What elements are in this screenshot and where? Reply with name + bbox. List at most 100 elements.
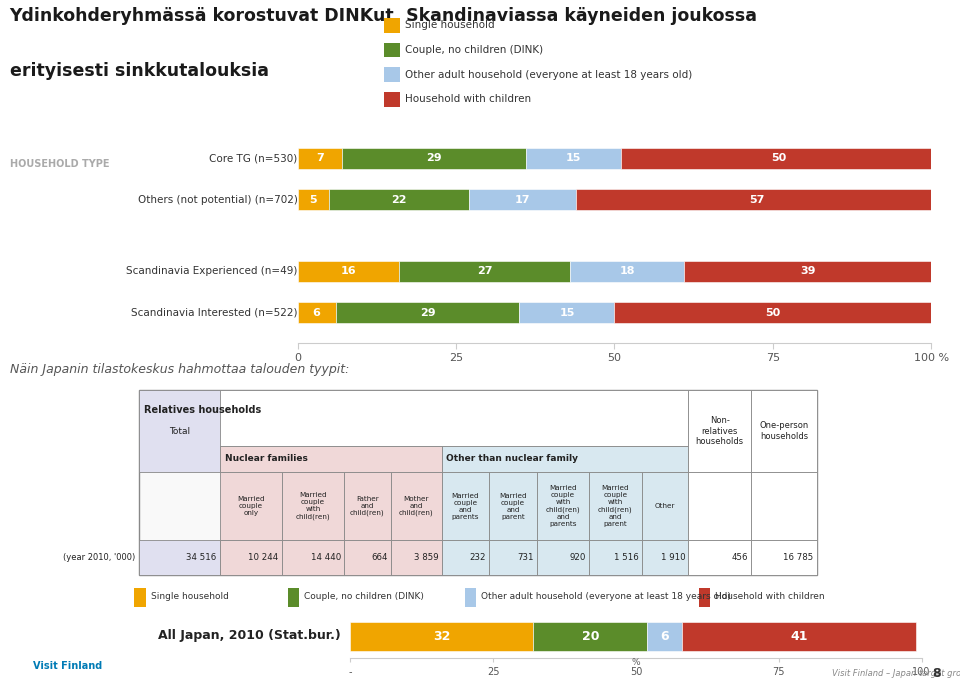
FancyBboxPatch shape (139, 390, 817, 575)
FancyBboxPatch shape (490, 472, 537, 540)
FancyBboxPatch shape (752, 540, 817, 575)
FancyBboxPatch shape (537, 540, 589, 575)
Bar (699, 588, 710, 607)
Bar (682, 621, 916, 651)
Text: (year 2010, '000): (year 2010, '000) (63, 553, 135, 562)
Text: 29: 29 (420, 308, 435, 318)
Text: 18: 18 (619, 266, 635, 276)
Text: 15: 15 (565, 153, 581, 163)
FancyBboxPatch shape (688, 472, 752, 540)
Text: 3 859: 3 859 (414, 553, 439, 562)
Text: Other adult household (everyone at least 18 years old): Other adult household (everyone at least… (481, 593, 731, 601)
Text: Näin Japanin tilastokeskus hahmottaa talouden tyypit:: Näin Japanin tilastokeskus hahmottaa tal… (10, 364, 349, 376)
FancyBboxPatch shape (688, 540, 752, 575)
FancyBboxPatch shape (537, 472, 589, 540)
Bar (298, 148, 342, 169)
Text: Father
and
child(ren): Father and child(ren) (350, 496, 385, 516)
FancyBboxPatch shape (282, 540, 344, 575)
Text: Married
couple
only: Married couple only (237, 496, 265, 516)
FancyBboxPatch shape (442, 446, 688, 472)
Text: %: % (632, 658, 640, 667)
Text: 5: 5 (310, 195, 317, 205)
Bar (384, 18, 399, 33)
Text: Couple, no children (DINK): Couple, no children (DINK) (405, 45, 543, 55)
Text: 7: 7 (316, 153, 324, 163)
FancyBboxPatch shape (688, 390, 752, 472)
Text: 50: 50 (765, 308, 780, 318)
Text: One-person
households: One-person households (759, 421, 808, 441)
Text: Other than nuclear family: Other than nuclear family (446, 454, 579, 463)
Text: 16: 16 (341, 266, 356, 276)
Text: Married
couple
with
child(ren)
and
parent: Married couple with child(ren) and paren… (598, 485, 633, 527)
Text: 39: 39 (800, 266, 815, 276)
FancyBboxPatch shape (139, 390, 688, 446)
Bar (647, 621, 682, 651)
Text: Ydinkohderyhmässä korostuvat DINKut, Skandinaviassa käyneiden joukossa: Ydinkohderyhmässä korostuvat DINKut, Ska… (10, 7, 757, 25)
FancyBboxPatch shape (589, 472, 641, 540)
Bar (519, 302, 614, 323)
Text: 34 516: 34 516 (186, 553, 217, 562)
FancyBboxPatch shape (641, 472, 688, 540)
Text: 232: 232 (469, 553, 486, 562)
Text: Single household: Single household (151, 593, 228, 601)
FancyBboxPatch shape (391, 472, 442, 540)
Bar (570, 261, 684, 282)
Text: 456: 456 (732, 553, 748, 562)
Bar (533, 621, 647, 651)
Bar (384, 92, 399, 107)
Text: 14 440: 14 440 (310, 553, 341, 562)
Text: Married
couple
with
child(ren)
and
parents: Married couple with child(ren) and paren… (545, 485, 580, 527)
Text: erityisesti sinkkutalouksia: erityisesti sinkkutalouksia (10, 62, 269, 80)
Bar (465, 588, 476, 607)
Text: Household with children: Household with children (405, 95, 531, 104)
Bar (614, 302, 931, 323)
Text: Married
couple
with
child(ren): Married couple with child(ren) (296, 493, 330, 520)
Text: Married
couple
and
parent: Married couple and parent (499, 493, 527, 519)
Text: 16 785: 16 785 (783, 553, 813, 562)
Text: 57: 57 (749, 195, 765, 205)
Text: All Japan, 2010 (Stat.bur.): All Japan, 2010 (Stat.bur.) (158, 629, 341, 642)
Text: Other: Other (655, 503, 675, 509)
Text: 664: 664 (372, 553, 388, 562)
Text: Couple, no children (DINK): Couple, no children (DINK) (303, 593, 423, 601)
Text: 6: 6 (660, 630, 669, 643)
FancyBboxPatch shape (442, 472, 490, 540)
Bar (329, 189, 468, 210)
Bar (288, 588, 299, 607)
FancyBboxPatch shape (139, 540, 220, 575)
Text: Nuclear families: Nuclear families (225, 454, 307, 463)
FancyBboxPatch shape (490, 540, 537, 575)
Text: 41: 41 (790, 630, 807, 643)
Bar (384, 68, 399, 82)
Text: Mother
and
child(ren): Mother and child(ren) (399, 496, 434, 516)
Bar (336, 302, 519, 323)
Bar (576, 189, 938, 210)
FancyBboxPatch shape (391, 540, 442, 575)
Text: 22: 22 (392, 195, 407, 205)
Text: 29: 29 (426, 153, 442, 163)
Text: Total: Total (169, 427, 190, 436)
FancyBboxPatch shape (139, 390, 220, 472)
Text: 1 910: 1 910 (660, 553, 685, 562)
Bar (526, 148, 621, 169)
Text: 15: 15 (559, 308, 575, 318)
Bar (298, 302, 336, 323)
Text: 731: 731 (517, 553, 534, 562)
Bar (684, 261, 931, 282)
FancyBboxPatch shape (344, 540, 391, 575)
Bar (298, 261, 399, 282)
FancyBboxPatch shape (220, 446, 442, 472)
Bar (350, 621, 533, 651)
FancyBboxPatch shape (752, 390, 817, 472)
Text: 10 244: 10 244 (249, 553, 278, 562)
Text: Scandinavia Experienced (n=49): Scandinavia Experienced (n=49) (126, 266, 298, 276)
Text: Other adult household (everyone at least 18 years old): Other adult household (everyone at least… (405, 70, 692, 79)
Text: Married
couple
and
parents: Married couple and parents (451, 493, 479, 519)
Text: Household with children: Household with children (715, 593, 825, 601)
Text: 20: 20 (582, 630, 599, 643)
Bar (399, 261, 570, 282)
Bar (342, 148, 526, 169)
Text: 1 516: 1 516 (613, 553, 638, 562)
FancyBboxPatch shape (220, 540, 282, 575)
Text: HOUSEHOLD TYPE: HOUSEHOLD TYPE (10, 160, 109, 169)
